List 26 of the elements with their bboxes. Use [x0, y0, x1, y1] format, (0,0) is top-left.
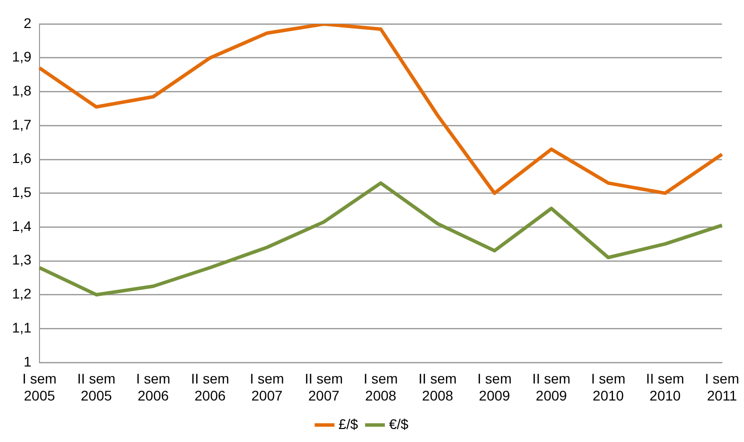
y-tick-label: 1,8: [12, 82, 32, 99]
legend-label: £/$: [338, 416, 358, 432]
y-tick-label: 1: [24, 353, 32, 370]
x-tick-label: II sem 2010: [646, 370, 684, 404]
y-tick-label: 1,6: [12, 150, 32, 166]
y-tick-label: 1,4: [12, 218, 32, 234]
x-tick-label: I sem 2005: [22, 370, 57, 404]
x-tick-label: I sem 2006: [136, 370, 170, 404]
y-tick-label: 2: [24, 14, 32, 31]
x-tick-label: II sem 2008: [418, 370, 457, 404]
x-tick-label: II sem 2006: [191, 370, 230, 404]
x-tick-label: II sem 2009: [532, 370, 570, 404]
x-tick-label: II sem 2005: [77, 370, 116, 404]
x-tick-label: I sem 2010: [591, 370, 626, 404]
y-tick-label: 1,5: [12, 184, 32, 200]
x-tick-label: I sem 2008: [364, 370, 398, 404]
x-tick-label: I sem 2007: [250, 370, 284, 404]
x-tick-label: I sem 2009: [477, 370, 512, 404]
y-tick-label: 1,1: [12, 319, 32, 336]
y-tick-label: 1,2: [12, 286, 32, 302]
x-tick-label: II sem 2007: [304, 370, 343, 404]
y-tick-label: 1,3: [12, 252, 32, 268]
y-tick-label: 1,9: [12, 48, 32, 65]
x-tick-label: I sem 2011: [704, 370, 740, 404]
legend-label: €/$: [389, 416, 409, 432]
y-tick-label: 1,7: [12, 116, 32, 132]
